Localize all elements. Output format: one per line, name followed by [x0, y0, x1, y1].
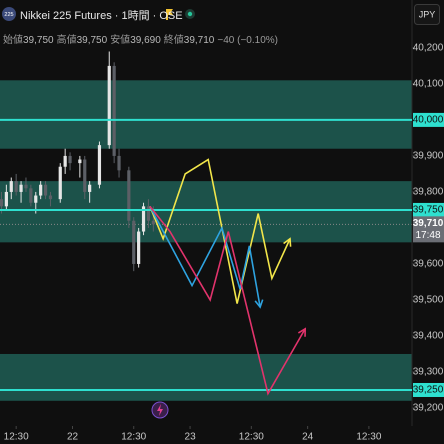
candle-body — [132, 220, 136, 264]
ohlc-label: 始値 — [3, 35, 23, 46]
candle-body — [4, 191, 8, 207]
candle-body — [58, 166, 62, 200]
ohlc-value: 39,710 — [183, 35, 215, 46]
change: −40 (−0.10%) — [217, 35, 278, 46]
y-tick-label: 39,300 — [413, 367, 444, 378]
level-tag — [413, 202, 444, 217]
layer — [0, 47, 415, 429]
projection-line — [149, 205, 306, 396]
y-tick-label: 39,800 — [413, 187, 444, 198]
ohlc-value: 39,750 — [76, 35, 108, 46]
zone — [0, 353, 412, 401]
candle-body — [137, 231, 141, 264]
candle-body — [68, 155, 72, 164]
flag-icon[interactable] — [166, 9, 173, 20]
currency-button[interactable] — [414, 4, 440, 25]
y-tick-label: 39,900 — [413, 151, 444, 162]
symbol-badge — [2, 7, 16, 21]
candle-body — [146, 206, 151, 221]
level-label: 40,000 — [413, 115, 444, 126]
ohlc-label: 終値 — [163, 35, 184, 46]
candle-body — [112, 65, 116, 156]
candle-body — [151, 220, 155, 225]
candle-body — [9, 181, 13, 192]
level-label: 39,750 — [413, 205, 444, 216]
y-tick-label: 39,400 — [413, 331, 444, 342]
candle-body — [141, 206, 146, 232]
ohlc-label: 高値 — [56, 35, 77, 46]
status-dot — [187, 11, 193, 17]
symbol-badge-text: 225 — [4, 12, 13, 18]
currency-label[interactable]: JPY — [419, 9, 436, 19]
candle-body — [43, 184, 48, 196]
candle-body — [39, 184, 43, 196]
last-price-tag — [413, 216, 444, 243]
ohlc-value: 39,750 — [23, 35, 54, 46]
x-tick-label: 12:30 — [356, 432, 381, 443]
candle-body — [83, 159, 87, 192]
candle-body — [34, 195, 38, 203]
ohlc-value: 39,690 — [130, 35, 161, 46]
x-tick-label: 22 — [67, 432, 79, 443]
countdown-label: 17:48 — [415, 230, 440, 241]
last-price-label: 39,710 — [413, 218, 444, 229]
y-tick-label: 40,100 — [413, 79, 444, 90]
candle-body — [127, 170, 131, 221]
candle-body — [88, 184, 92, 192]
candle-body — [107, 65, 111, 146]
level-tag — [413, 112, 444, 127]
zone — [0, 181, 412, 243]
candle-body — [29, 188, 33, 203]
projection-line — [149, 205, 261, 308]
y-tick-label: 39,600 — [413, 259, 444, 270]
y-tick-label: 39,200 — [413, 403, 444, 414]
x-tick-label: 23 — [185, 432, 197, 443]
x-tick-label: 12:30 — [239, 432, 264, 443]
x-tick-label: 12:30 — [4, 432, 29, 443]
candle-body — [117, 155, 121, 171]
x-tick-label: 12:30 — [121, 432, 146, 443]
y-tick-label: 39,500 — [413, 295, 444, 306]
candle-body — [48, 195, 53, 200]
ohlc-label: 安値 — [110, 35, 131, 46]
ohlc-legend: 始値39,750 高値39,750 安値39,690 終値39,710 −40 (−0.… — [3, 31, 278, 46]
level-label: 39,250 — [413, 385, 444, 396]
zone — [0, 80, 412, 149]
x-tick-label: 24 — [302, 432, 314, 443]
level-tag — [413, 382, 444, 397]
lightning — [157, 404, 163, 416]
candle-body — [0, 199, 4, 207]
arrow-head — [254, 299, 264, 309]
candle-body — [14, 181, 18, 192]
title: Nikkei 225 Futures · 1時間 · OSE — [20, 10, 183, 22]
candle-body — [78, 159, 82, 164]
y-tick-label: 40,200 — [413, 43, 444, 54]
arrow-head — [283, 237, 292, 247]
arrow-head — [297, 327, 307, 337]
candle-body — [19, 184, 23, 192]
candle-body — [63, 155, 67, 167]
candle-body — [24, 184, 28, 189]
candle-body — [97, 145, 102, 185]
